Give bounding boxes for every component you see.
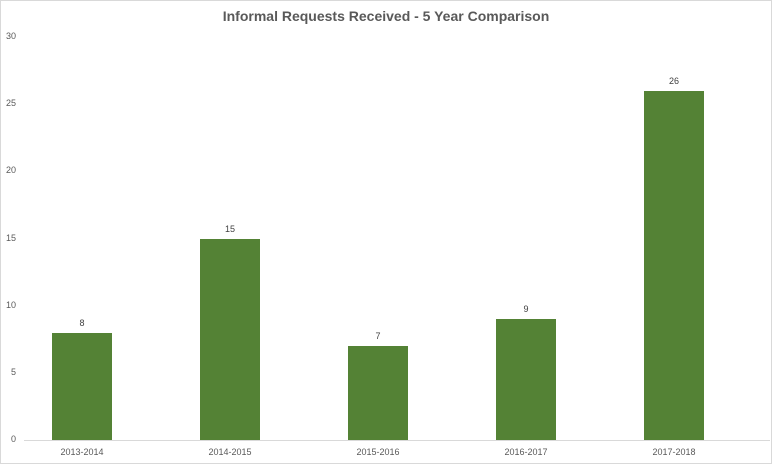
y-tick-label: 25 (5, 98, 16, 109)
x-tick-label: 2016-2017 (504, 447, 548, 457)
chart-title: Informal Requests Received - 5 Year Comp… (222, 8, 550, 24)
x-tick-label: 2015-2016 (356, 447, 400, 457)
bar-2014-2015 (200, 238, 260, 440)
y-tick-label: 10 (5, 299, 16, 310)
bar-2015-2016 (348, 345, 408, 440)
x-axis-line (24, 440, 770, 441)
data-label: 7 (375, 330, 381, 341)
bar-2016-2017 (496, 319, 556, 440)
y-tick-label: 5 (10, 366, 16, 377)
bar-2017-2018 (644, 90, 704, 440)
x-tick-label: 2014-2015 (208, 447, 252, 457)
data-label: 26 (668, 75, 679, 86)
x-tick-label: 2013-2014 (60, 447, 104, 457)
y-tick-label: 15 (5, 232, 16, 243)
bar-2013-2014 (52, 332, 112, 440)
x-tick-label: 2017-2018 (652, 447, 696, 457)
y-tick-label: 0 (10, 434, 16, 444)
y-tick-label: 20 (5, 165, 16, 176)
data-label: 9 (523, 304, 529, 315)
data-label: 8 (79, 317, 85, 328)
data-label: 15 (224, 223, 235, 234)
y-tick-label: 30 (5, 31, 16, 41)
